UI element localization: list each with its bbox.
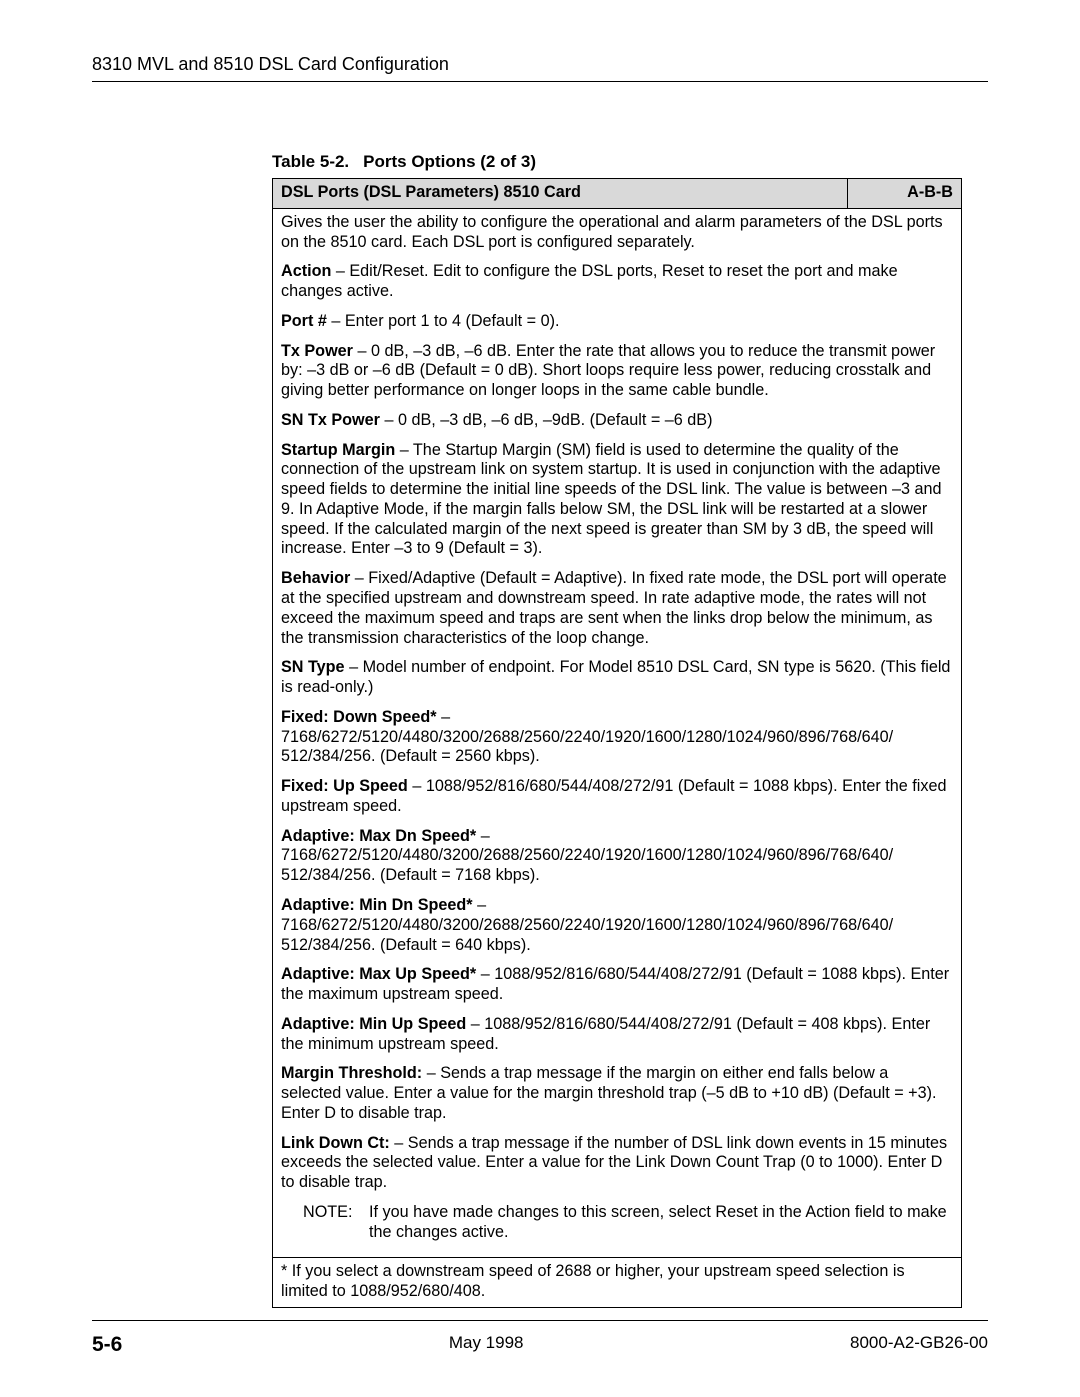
link-down-label: Link Down Ct:	[281, 1134, 390, 1152]
page-footer: 5-6 May 1998 8000-A2-GB26-00	[92, 1320, 988, 1357]
footer-date: May 1998	[449, 1333, 524, 1357]
behavior-text: – Fixed/Adaptive (Default = Adaptive). I…	[281, 569, 947, 646]
sntx-text: – 0 dB, –3 dB, –6 dB, –9dB. (Default = –…	[380, 411, 713, 429]
port-paragraph: Port # – Enter port 1 to 4 (Default = 0)…	[281, 312, 953, 332]
link-down-paragraph: Link Down Ct: – Sends a trap message if …	[281, 1134, 953, 1193]
note-block: NOTE: If you have made changes to this s…	[281, 1203, 953, 1243]
adaptive-min-up-label: Adaptive: Min Up Speed	[281, 1015, 466, 1033]
adaptive-max-up-label: Adaptive: Max Up Speed*	[281, 965, 476, 983]
fixed-up-speed-label: Fixed: Up Speed	[281, 777, 408, 795]
margin-threshold-label: Margin Threshold:	[281, 1064, 422, 1082]
footer-page-number: 5-6	[92, 1333, 122, 1357]
footer-rule	[92, 1320, 988, 1321]
table-footnote-cell: * If you select a downstream speed of 26…	[273, 1258, 962, 1308]
adaptive-min-dn-dash: –	[473, 896, 487, 914]
adaptive-max-dn-label: Adaptive: Max Dn Speed*	[281, 827, 476, 845]
adaptive-min-dn-label: Adaptive: Min Dn Speed*	[281, 896, 473, 914]
table-title: Ports Options (2 of 3)	[363, 152, 536, 171]
main-content: Table 5-2. Ports Options (2 of 3) DSL Por…	[272, 152, 962, 1308]
note-label: NOTE:	[303, 1203, 369, 1243]
table-caption: Table 5-2. Ports Options (2 of 3)	[272, 152, 962, 172]
sntx-label: SN Tx Power	[281, 411, 380, 429]
margin-threshold-paragraph: Margin Threshold: – Sends a trap message…	[281, 1064, 953, 1123]
footer-row: 5-6 May 1998 8000-A2-GB26-00	[92, 1333, 988, 1357]
port-label: Port #	[281, 312, 327, 330]
fixed-down-speed-label: Fixed: Down Speed*	[281, 708, 437, 726]
table-header-left: DSL Ports (DSL Parameters) 8510 Card	[273, 179, 848, 209]
fixed-down-speed-dash: –	[437, 708, 451, 726]
adaptive-max-dn-paragraph: Adaptive: Max Dn Speed* – 7168/6272/5120…	[281, 827, 953, 886]
table-header-row: DSL Ports (DSL Parameters) 8510 Card A-B…	[273, 179, 962, 209]
table-footnote-row: * If you select a downstream speed of 26…	[273, 1258, 962, 1308]
table-body-cell: Gives the user the ability to configure …	[273, 208, 962, 1258]
adaptive-max-dn-dash: –	[476, 827, 490, 845]
behavior-paragraph: Behavior – Fixed/Adaptive (Default = Ada…	[281, 569, 953, 648]
sntx-paragraph: SN Tx Power – 0 dB, –3 dB, –6 dB, –9dB. …	[281, 411, 953, 431]
txpower-label: Tx Power	[281, 342, 353, 360]
action-text: – Edit/Reset. Edit to configure the DSL …	[281, 262, 898, 300]
document-page: 8310 MVL and 8510 DSL Card Configuration…	[0, 0, 1080, 1397]
sntype-text: – Model number of endpoint. For Model 85…	[281, 658, 950, 696]
behavior-label: Behavior	[281, 569, 350, 587]
sntype-paragraph: SN Type – Model number of endpoint. For …	[281, 658, 953, 698]
fixed-up-speed-paragraph: Fixed: Up Speed – 1088/952/816/680/544/4…	[281, 777, 953, 817]
adaptive-min-up-paragraph: Adaptive: Min Up Speed – 1088/952/816/68…	[281, 1015, 953, 1055]
startup-label: Startup Margin	[281, 441, 395, 459]
port-text: – Enter port 1 to 4 (Default = 0).	[327, 312, 560, 330]
table-number: Table 5-2.	[272, 152, 349, 171]
table-body-row: Gives the user the ability to configure …	[273, 208, 962, 1258]
intro-paragraph: Gives the user the ability to configure …	[281, 213, 953, 253]
fixed-down-speed-paragraph: Fixed: Down Speed* – 7168/6272/5120/4480…	[281, 708, 953, 767]
fixed-down-speed-text: 7168/6272/5120/4480/3200/2688/2560/2240/…	[281, 728, 893, 766]
ports-options-table: DSL Ports (DSL Parameters) 8510 Card A-B…	[272, 178, 962, 1308]
note-text: If you have made changes to this screen,…	[369, 1203, 953, 1243]
header-rule	[92, 81, 988, 82]
adaptive-min-dn-text: 7168/6272/5120/4480/3200/2688/2560/2240/…	[281, 916, 893, 954]
txpower-text: – 0 dB, –3 dB, –6 dB. Enter the rate tha…	[281, 342, 935, 400]
running-header: 8310 MVL and 8510 DSL Card Configuration	[92, 54, 988, 75]
footer-doc-number: 8000-A2-GB26-00	[850, 1333, 988, 1357]
action-label: Action	[281, 262, 331, 280]
startup-paragraph: Startup Margin – The Startup Margin (SM)…	[281, 441, 953, 560]
adaptive-max-up-paragraph: Adaptive: Max Up Speed* – 1088/952/816/6…	[281, 965, 953, 1005]
adaptive-min-dn-paragraph: Adaptive: Min Dn Speed* – 7168/6272/5120…	[281, 896, 953, 955]
action-paragraph: Action – Edit/Reset. Edit to configure t…	[281, 262, 953, 302]
txpower-paragraph: Tx Power – 0 dB, –3 dB, –6 dB. Enter the…	[281, 342, 953, 401]
table-header-right: A-B-B	[847, 179, 961, 209]
sntype-label: SN Type	[281, 658, 345, 676]
adaptive-max-dn-text: 7168/6272/5120/4480/3200/2688/2560/2240/…	[281, 846, 893, 884]
